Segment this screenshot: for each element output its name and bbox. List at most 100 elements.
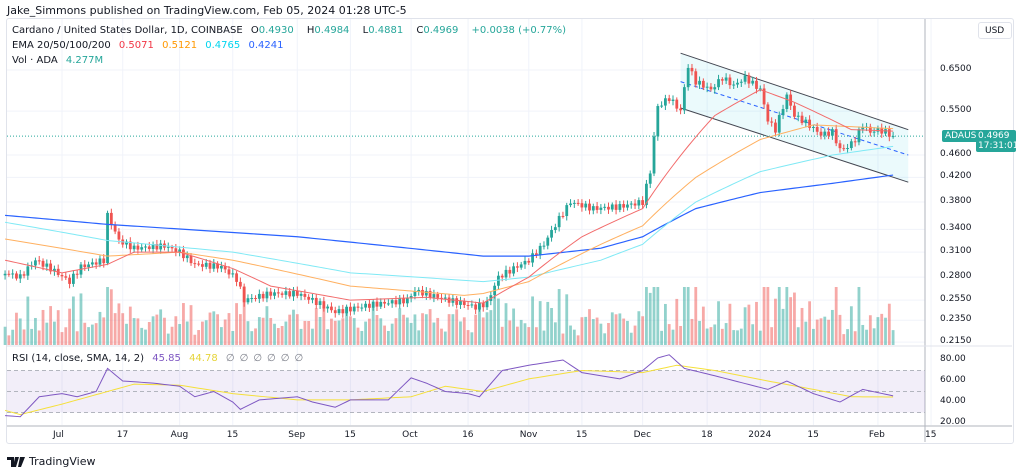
ema200-line (5, 174, 894, 257)
candle (758, 88, 762, 90)
volume-bar (34, 317, 37, 345)
volume-bar (553, 322, 557, 345)
volume-bar (872, 328, 876, 345)
rsi-tick-label: 80.00 (940, 354, 966, 364)
candle (352, 306, 356, 312)
candle (90, 262, 94, 265)
volume-bar (455, 309, 459, 345)
candle (349, 306, 352, 312)
candle (223, 265, 227, 270)
volume-bar (481, 317, 485, 345)
candle (159, 243, 163, 250)
volume-bar (219, 327, 223, 345)
candle (60, 274, 64, 277)
candle (785, 94, 789, 110)
rsi-legend[interactable]: RSI (14, close, SMA, 14, 2) 45.85 44.78 … (12, 353, 313, 364)
volume-bar (774, 298, 777, 345)
volume-bar (242, 287, 246, 345)
ema200-value: 0.4241 (248, 40, 284, 51)
volume-bar (7, 335, 11, 345)
candle (755, 80, 758, 89)
candle (565, 205, 569, 217)
volume-bar (736, 330, 739, 345)
volume-bar (713, 324, 717, 345)
volume-bar (235, 303, 238, 345)
volume-bar (68, 308, 71, 345)
candle (314, 297, 318, 305)
volume-bar (417, 330, 421, 345)
volume-bar (747, 304, 751, 345)
candle (652, 136, 656, 174)
volume-bar (789, 297, 793, 345)
candle (409, 296, 413, 299)
volume-bar (489, 310, 493, 345)
candle (174, 248, 178, 253)
candle (884, 129, 887, 134)
volume-bar (250, 331, 254, 345)
candle (626, 204, 629, 208)
volume-bar (109, 289, 113, 345)
time-tick-label: 15 (344, 430, 356, 440)
candle (398, 298, 402, 305)
candle (394, 300, 398, 305)
time-tick-label: Oct (402, 430, 418, 440)
na-icon: ∅ (225, 353, 235, 364)
ema-legend[interactable]: EMA 20/50/100/200 0.5071 0.5121 0.4765 0… (12, 40, 288, 51)
candle (815, 126, 819, 132)
volume-bar (459, 321, 462, 345)
candle (827, 131, 830, 136)
candle (227, 269, 231, 275)
ema20-line (4, 89, 894, 304)
volume-bar (671, 329, 675, 345)
volume-bar (75, 331, 79, 345)
symbol-title: Cardano / United States Dollar, 1D, COIN… (12, 25, 243, 36)
candle (774, 122, 777, 133)
volume-bar (447, 314, 451, 345)
candle (474, 304, 478, 310)
candle (629, 203, 633, 205)
volume-bar (804, 321, 808, 345)
volume-bar (595, 317, 599, 345)
volume-bar (197, 330, 201, 345)
candle (254, 298, 257, 300)
na-icon: ∅ (267, 353, 276, 364)
volume-bar (698, 320, 701, 345)
candle (87, 264, 90, 268)
candle (512, 266, 516, 274)
change-value: +0.0038 (+0.77%) (471, 25, 567, 36)
candle (743, 75, 747, 82)
candle (182, 249, 185, 259)
volume-bar (815, 319, 819, 345)
volume-legend[interactable]: Vol · ADA 4.277M (12, 55, 108, 66)
candle (421, 289, 424, 296)
price-tick-label: 0.3400 (940, 223, 972, 234)
candle (109, 212, 113, 225)
volume-bar (128, 306, 132, 345)
volume-bar (386, 330, 390, 345)
candle (273, 292, 276, 296)
volume-bar (686, 287, 690, 345)
currency-button[interactable]: USD (978, 22, 1012, 39)
volume-bar (542, 330, 546, 345)
volume-bar (322, 306, 326, 345)
time-tick-label: Feb (868, 430, 885, 440)
volume-bar (151, 316, 155, 345)
candle (887, 129, 891, 137)
candle (656, 106, 660, 137)
time-tick-label: 15 (807, 430, 819, 440)
tradingview-logo[interactable]: TradingView (7, 455, 95, 468)
candle (842, 148, 846, 150)
volume-bar (201, 321, 204, 345)
symbol-price-tag: ADAUSD (942, 130, 987, 142)
volume-bar (375, 315, 379, 345)
candle (212, 263, 216, 269)
volume-bar (519, 319, 523, 345)
volume-bar (720, 328, 724, 345)
candle (698, 80, 701, 85)
volume-bar (45, 322, 49, 345)
candle (303, 293, 307, 297)
volume-bar (629, 332, 633, 345)
open-label: O (250, 25, 259, 36)
candle (71, 273, 75, 284)
